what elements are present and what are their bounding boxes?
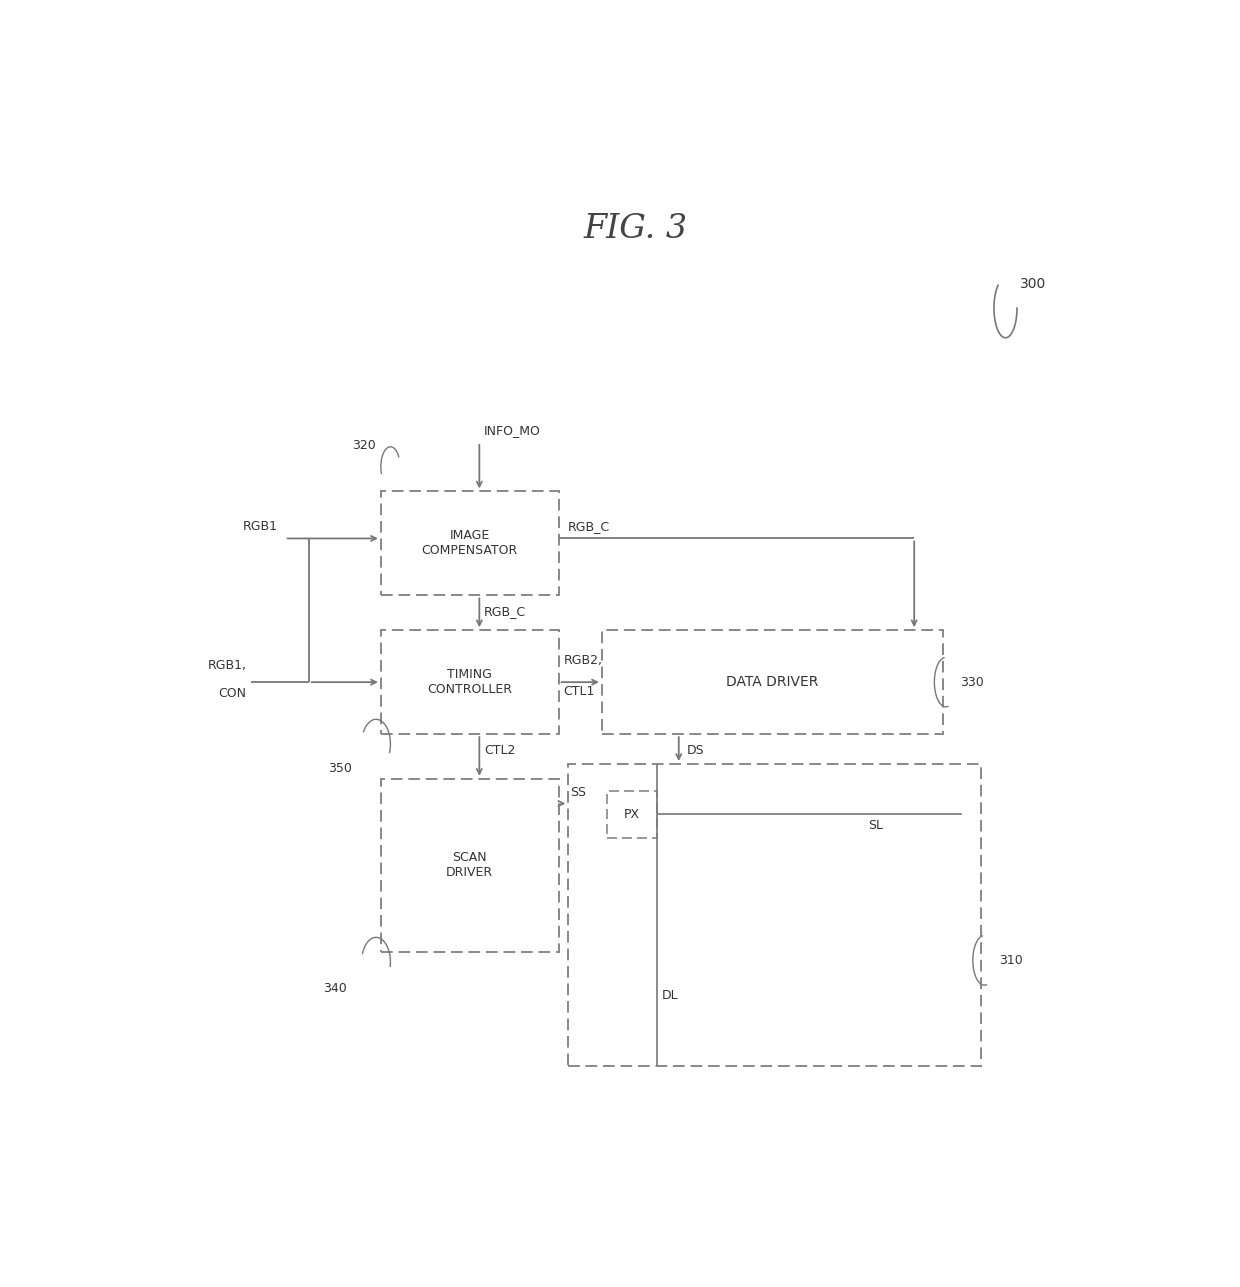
Text: INFO_MO: INFO_MO <box>484 423 541 436</box>
Text: RGB1: RGB1 <box>243 520 278 534</box>
Text: FIG. 3: FIG. 3 <box>584 212 687 245</box>
Text: DATA DRIVER: DATA DRIVER <box>727 676 818 689</box>
Text: 310: 310 <box>998 954 1023 967</box>
Text: 340: 340 <box>324 982 347 995</box>
Text: RGB_C: RGB_C <box>484 605 526 618</box>
Text: SL: SL <box>868 820 883 833</box>
Text: 350: 350 <box>327 762 352 775</box>
Text: DL: DL <box>661 988 678 1001</box>
Text: DS: DS <box>687 744 704 757</box>
Text: 320: 320 <box>352 439 376 452</box>
Bar <box>606 790 657 838</box>
Text: TIMING
CONTROLLER: TIMING CONTROLLER <box>428 668 512 696</box>
Bar <box>601 631 942 734</box>
Text: 300: 300 <box>1019 277 1047 291</box>
Text: SS: SS <box>570 785 587 798</box>
Text: CTL1: CTL1 <box>563 685 595 698</box>
Text: RGB1,: RGB1, <box>207 659 247 672</box>
Bar <box>568 764 982 1066</box>
Text: PX: PX <box>624 808 640 821</box>
Text: RGB_C: RGB_C <box>568 520 610 534</box>
Text: CTL2: CTL2 <box>484 744 516 757</box>
Text: 330: 330 <box>960 676 985 689</box>
Text: CON: CON <box>218 687 247 700</box>
Text: RGB2,: RGB2, <box>563 654 603 667</box>
Bar <box>381 492 558 596</box>
Bar <box>381 779 558 952</box>
Text: IMAGE
COMPENSATOR: IMAGE COMPENSATOR <box>422 529 518 557</box>
Bar <box>381 631 558 734</box>
Text: SCAN
DRIVER: SCAN DRIVER <box>446 852 494 879</box>
